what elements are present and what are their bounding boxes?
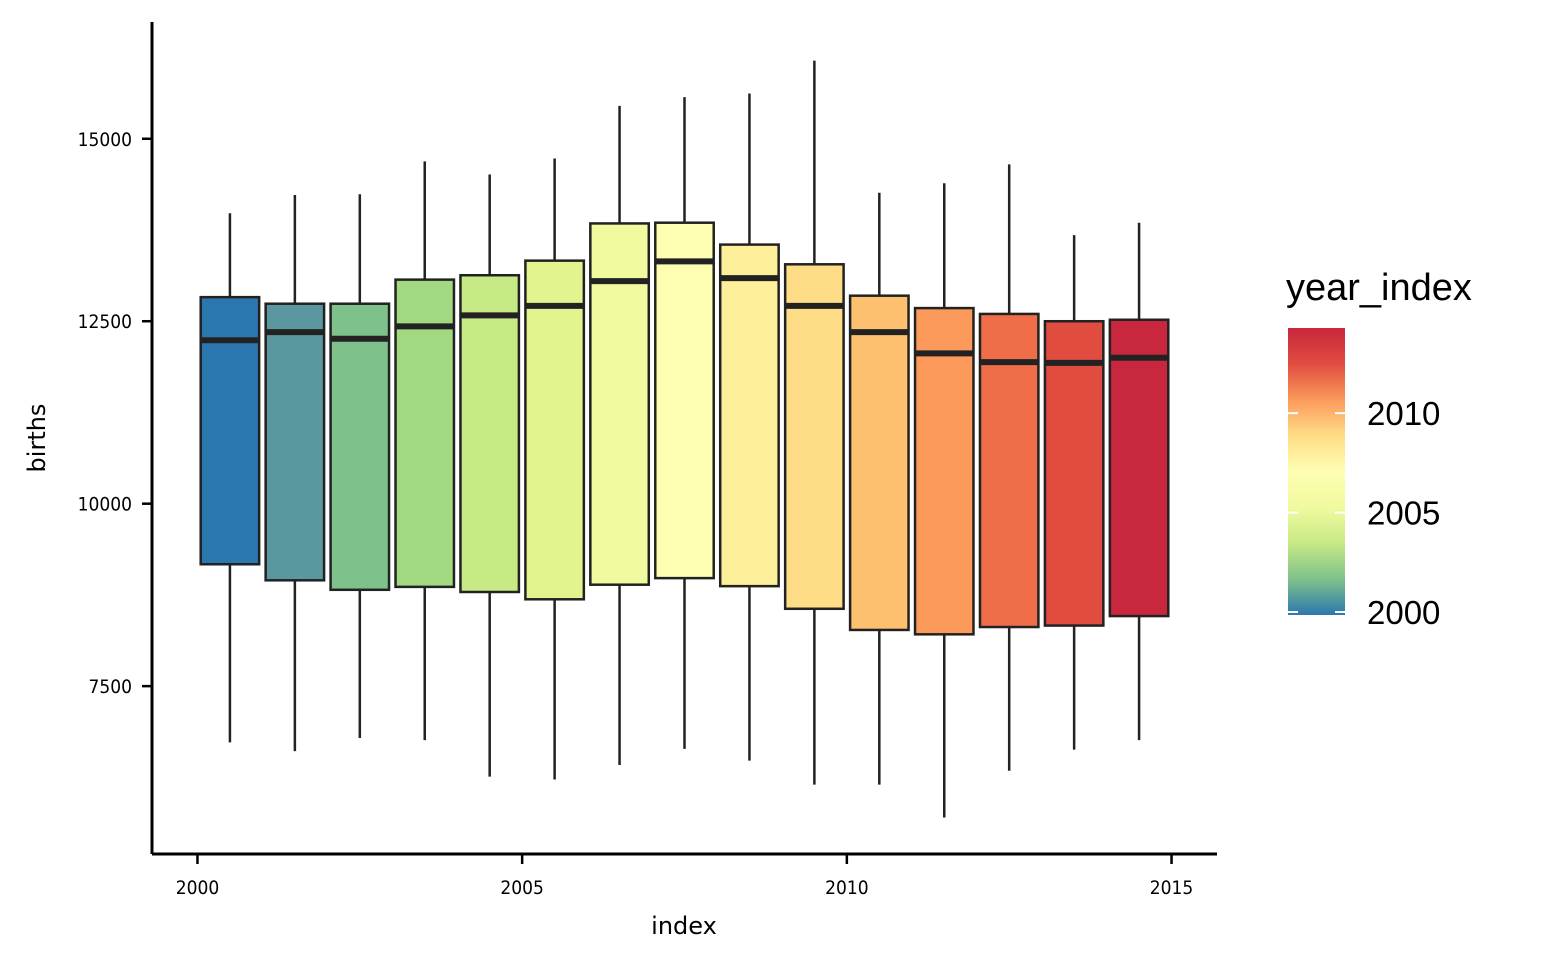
box-2000 (199, 213, 261, 743)
legend-color-bar (1288, 328, 1345, 615)
plot-area: 2000 2005 2010 2015 7500 10000 12500 15000 (78, 22, 1217, 899)
legend-title: year_index (1286, 267, 1472, 309)
box-2013 (1043, 235, 1105, 750)
box-2012 (978, 164, 1040, 771)
box-body (1108, 318, 1170, 618)
box-body (913, 306, 975, 636)
box-2007 (654, 97, 715, 749)
y-axis-ticks: 7500 10000 12500 15000 (78, 129, 152, 698)
box-2003 (394, 161, 456, 741)
box-body (524, 259, 586, 601)
box-2006 (589, 105, 651, 765)
y-tick-label: 10000 (78, 494, 132, 516)
box-2014 (1108, 222, 1170, 741)
box-2004 (459, 174, 521, 777)
x-tick-label: 2015 (1150, 877, 1194, 899)
box-2010 (848, 192, 910, 785)
legend-colorbar: year_index 2000 2005 2010 (1286, 267, 1472, 631)
box-body (459, 273, 521, 594)
y-tick-label: 15000 (78, 129, 132, 151)
legend-tick-label: 2005 (1367, 495, 1440, 532)
box-body (654, 221, 715, 580)
legend-ticks: 2000 2005 2010 (1288, 395, 1440, 631)
box-2002 (329, 194, 391, 738)
y-axis-title: births (23, 404, 51, 473)
x-axis-ticks: 2000 2005 2010 2015 (176, 854, 1194, 899)
box-2009 (783, 60, 845, 785)
legend-tick-label: 2010 (1367, 395, 1440, 432)
box-body (264, 302, 326, 582)
box-body (783, 263, 845, 611)
box-body (394, 278, 456, 589)
box-body (1043, 319, 1105, 627)
y-tick-label: 7500 (89, 676, 133, 698)
legend-tick-label: 2000 (1367, 594, 1440, 631)
box-body (329, 302, 391, 592)
y-tick-label: 12500 (78, 311, 132, 333)
boxes-layer (199, 60, 1170, 818)
box-body (848, 294, 910, 632)
x-tick-label: 2005 (500, 877, 544, 899)
x-tick-label: 2000 (176, 877, 220, 899)
box-body (978, 312, 1040, 629)
box-2011 (913, 183, 975, 818)
box-body (718, 243, 780, 588)
box-2001 (264, 194, 326, 752)
box-body (589, 222, 651, 586)
x-axis-title: index (651, 912, 717, 940)
box-2008 (718, 93, 780, 761)
box-2005 (524, 158, 586, 780)
x-tick-label: 2010 (825, 877, 869, 899)
